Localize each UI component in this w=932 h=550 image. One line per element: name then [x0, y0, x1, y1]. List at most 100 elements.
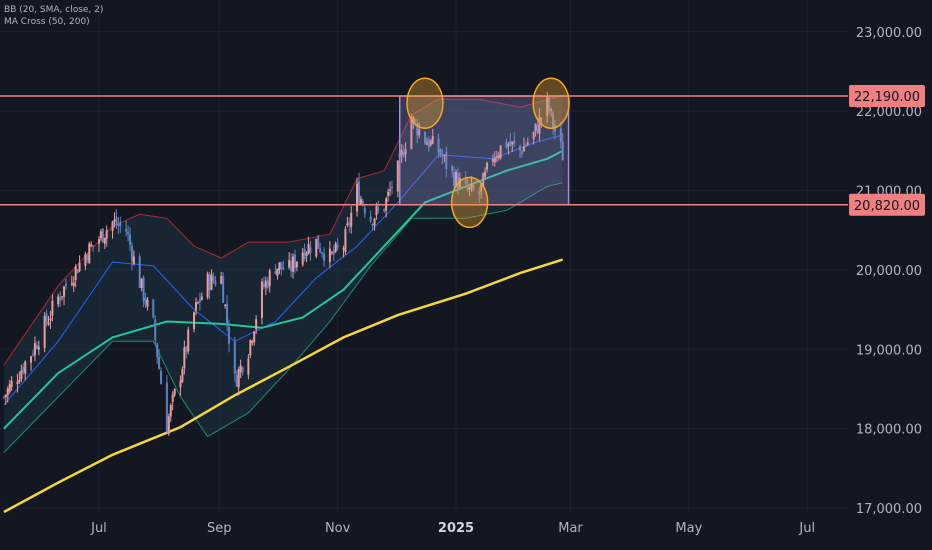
time-axis[interactable]: Jul Sep Nov 2025 Mar May Jul — [90, 521, 815, 536]
price-axis[interactable]: 23,000.0022,000.0021,000.0020,000.0019,0… — [849, 26, 925, 517]
y-tick-label: 23,000.00 — [856, 26, 922, 41]
candle-body — [146, 299, 149, 307]
candle-body — [138, 256, 141, 288]
candle-body — [390, 186, 393, 189]
candle-body — [497, 155, 500, 159]
y-tick-label: 20,000.00 — [856, 264, 922, 279]
candle-body — [375, 206, 378, 216]
candle-body — [179, 380, 182, 388]
candle-body — [132, 256, 135, 265]
candle-body — [158, 356, 161, 369]
bollinger-bands — [3, 94, 563, 453]
legend-bb[interactable]: BB (20, SMA, close, 2) — [4, 5, 104, 15]
candle-body — [427, 139, 430, 148]
candle-body — [359, 199, 362, 205]
candle-body — [64, 283, 67, 287]
y-tick-label: 18,000.00 — [856, 423, 922, 438]
candle-body — [303, 249, 306, 260]
candle-body — [103, 237, 106, 244]
highlight-circle[interactable] — [450, 176, 489, 229]
highlight-circle[interactable] — [406, 77, 444, 129]
candle-body — [550, 109, 553, 111]
candle-body — [509, 141, 512, 146]
candle-body — [51, 300, 54, 316]
candle-body — [226, 303, 229, 324]
annotations[interactable] — [0, 77, 848, 229]
candle-body — [439, 149, 442, 156]
bb-lower-line — [3, 182, 563, 453]
candle-body — [561, 141, 564, 161]
candle-body — [423, 131, 426, 144]
candle-body — [160, 370, 163, 385]
candle-body — [458, 178, 461, 188]
x-tick-label: Jul — [798, 521, 815, 536]
candle-body — [546, 95, 549, 116]
price-level-tag[interactable] — [849, 85, 925, 108]
candle-body — [276, 268, 279, 276]
x-tick-label: Sep — [207, 521, 232, 536]
candle-body — [526, 142, 529, 145]
candle-body — [307, 243, 310, 254]
price-level-label: 20,820.00 — [854, 199, 920, 214]
candle-body — [194, 302, 197, 311]
candle-body — [76, 269, 79, 274]
candle-body — [559, 128, 562, 142]
candle-body — [260, 281, 263, 318]
candle-body — [315, 238, 318, 257]
candle-body — [59, 297, 62, 301]
candle-body — [249, 340, 252, 356]
ma50-line — [3, 149, 564, 430]
candle-body — [468, 187, 471, 190]
candle-body — [117, 223, 120, 226]
candle-body — [319, 248, 322, 253]
candle-body — [536, 125, 539, 134]
candle-body — [2, 396, 5, 398]
x-tick-label: Nov — [325, 521, 351, 536]
y-tick-label: 22,000.00 — [856, 105, 922, 120]
candle-body — [484, 171, 487, 177]
candle-body — [266, 280, 269, 288]
candle-body — [371, 224, 374, 226]
candle-body — [140, 278, 143, 288]
candle-body — [288, 260, 291, 268]
legend-ma-cross[interactable]: MA Cross (50, 200) — [4, 17, 90, 27]
candle-body — [111, 221, 114, 231]
candle-body — [251, 340, 254, 343]
candle-body — [198, 299, 201, 303]
candle-body — [552, 112, 555, 128]
candle-body — [524, 145, 527, 147]
candle-body — [332, 250, 335, 255]
candle-body — [6, 388, 9, 396]
candlesticks — [2, 92, 564, 436]
candle-body — [519, 145, 522, 151]
y-tick-label: 17,000.00 — [856, 502, 922, 517]
candle-body — [357, 181, 360, 204]
candle-body — [346, 223, 349, 226]
candle-body — [499, 145, 502, 158]
candle-body — [35, 345, 38, 349]
price-level-tag[interactable] — [849, 193, 925, 216]
candle-body — [363, 207, 366, 214]
candle-body — [410, 119, 413, 149]
candle-body — [129, 234, 132, 245]
highlight-circle[interactable] — [532, 77, 570, 129]
candle-body — [171, 394, 174, 402]
candle-body — [220, 276, 223, 284]
x-tick-label: May — [675, 521, 702, 536]
bb-upper-line — [3, 94, 563, 366]
candle-body — [491, 159, 494, 162]
candle-body — [445, 151, 448, 170]
candle-body — [212, 276, 215, 281]
candle-body — [214, 280, 217, 285]
candle-body — [396, 160, 399, 192]
candle-body — [309, 247, 312, 254]
candle-body — [22, 367, 25, 373]
candle-body — [47, 322, 50, 325]
candle-body — [466, 185, 469, 190]
candle-body — [377, 208, 380, 210]
candle-body — [548, 97, 551, 111]
candle-body — [373, 218, 376, 226]
candle-body — [169, 405, 172, 417]
candle-body — [90, 244, 93, 247]
